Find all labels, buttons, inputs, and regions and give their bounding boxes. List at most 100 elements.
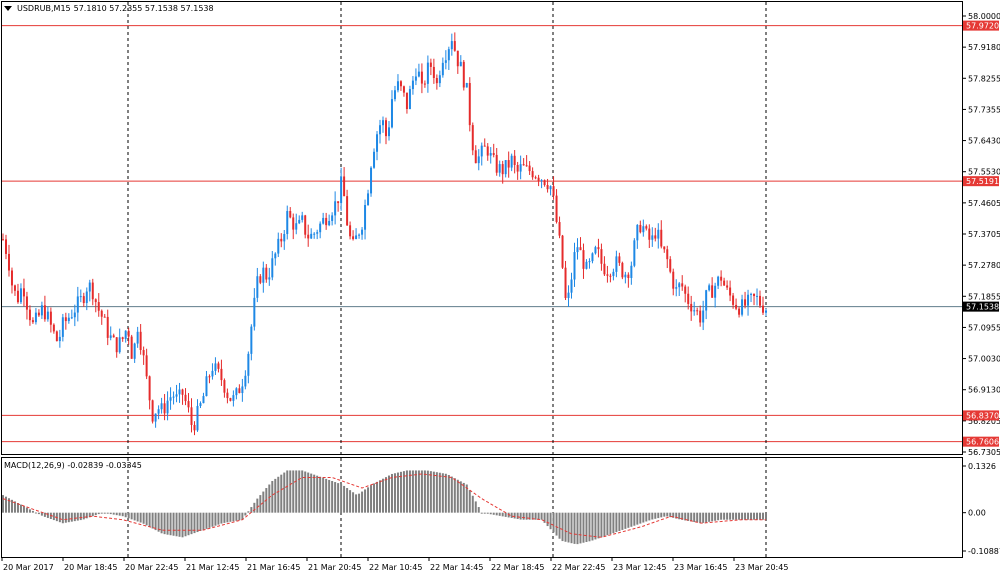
candle-body: [343, 176, 346, 197]
macd-bar: [4, 496, 7, 513]
level-price-label: 57.9720: [966, 22, 999, 31]
macd-bar: [468, 490, 471, 513]
macd-bar: [549, 512, 552, 530]
candle-body: [495, 154, 498, 173]
macd-bar: [489, 512, 492, 515]
candle-body: [573, 252, 576, 280]
price-tick-label: 57.1855: [968, 292, 1000, 301]
macd-bar: [687, 512, 690, 521]
macd-bar: [166, 512, 169, 535]
candle-body: [121, 337, 124, 339]
candle-body: [148, 376, 151, 401]
candle-body: [211, 370, 214, 377]
macd-bar: [31, 510, 34, 513]
candle-body: [717, 276, 720, 286]
macd-bar: [477, 507, 480, 513]
macd-bar: [531, 512, 534, 520]
macd-bar: [627, 512, 630, 528]
macd-bar: [624, 512, 627, 529]
candle-body: [555, 195, 558, 223]
candle-body: [34, 312, 37, 323]
macd-bar: [582, 512, 585, 543]
candle-body: [558, 222, 561, 236]
macd-bar: [205, 512, 208, 529]
macd-bar: [280, 474, 283, 513]
macd-bar: [163, 512, 166, 535]
candle-body: [618, 256, 621, 263]
macd-bar: [732, 512, 735, 520]
candle-body: [483, 145, 486, 147]
candle-body: [346, 196, 349, 226]
candle-body: [238, 388, 241, 394]
candle-body: [468, 82, 471, 126]
candle-body: [142, 350, 145, 356]
macd-bar: [124, 512, 127, 518]
candle-body: [417, 71, 420, 77]
candle-body: [453, 41, 456, 51]
candle-body: [298, 219, 301, 224]
macd-bar: [67, 512, 70, 523]
candle-body: [7, 253, 10, 271]
level-price-label: 56.8370: [966, 411, 999, 420]
macd-bar: [498, 512, 501, 516]
candle-body: [654, 235, 657, 239]
macd-bar: [340, 484, 343, 513]
macd-bar: [289, 470, 292, 513]
candle-body: [444, 60, 447, 63]
candle-body: [675, 287, 678, 289]
candle-body: [756, 295, 759, 297]
candle-body: [361, 229, 364, 235]
candle-body: [136, 331, 139, 344]
candle-body: [522, 164, 525, 166]
chart-title[interactable]: USDRUB,M15 57.1810 57.2355 57.1538 57.15…: [4, 4, 214, 13]
macd-bar: [310, 473, 313, 513]
macd-bar: [376, 481, 379, 513]
macd-bar: [79, 512, 82, 521]
candle-body: [420, 71, 423, 84]
macd-bar: [753, 512, 756, 520]
macd-bar: [286, 470, 289, 513]
candle-body: [277, 238, 280, 254]
candle-body: [429, 62, 432, 67]
macd-bar: [82, 512, 85, 520]
macd-bar: [438, 472, 441, 513]
macd-bar: [585, 512, 588, 543]
macd-bar: [34, 512, 37, 514]
macd-bar: [226, 512, 229, 523]
candle-body: [531, 171, 534, 178]
candle-body: [588, 261, 591, 263]
macd-bar: [52, 512, 55, 521]
macd-bar: [7, 498, 10, 513]
candle-body: [759, 295, 762, 306]
macd-bar: [417, 470, 420, 513]
candle-body: [94, 299, 97, 303]
candle-body: [570, 279, 573, 293]
candle-body: [729, 287, 732, 296]
level-lines[interactable]: 57.9720 57.5191 56.8370 56.7606 57.1538: [2, 20, 999, 447]
macd-bar: [334, 482, 337, 513]
candle-body: [741, 299, 744, 315]
candle-body: [672, 271, 675, 289]
macd-bar: [361, 491, 364, 513]
candle-body: [726, 285, 729, 288]
candle-body: [199, 403, 202, 406]
macd-bar: [100, 512, 103, 514]
candle-body: [220, 368, 223, 381]
macd-bar: [331, 480, 334, 513]
level-price-tag: [963, 20, 999, 31]
candle-body: [190, 407, 193, 425]
macd-bar: [465, 484, 468, 513]
candle-body: [603, 263, 606, 275]
macd-bar: [510, 512, 513, 518]
candle-body: [49, 311, 52, 325]
candle-body: [561, 235, 564, 268]
dropdown-arrow-icon[interactable]: [4, 6, 12, 11]
candle-body: [699, 310, 702, 323]
macd-bar: [750, 512, 753, 520]
macd-bar: [666, 512, 669, 517]
macd-axis: 0.1326 0.00 -0.10887: [962, 462, 1000, 556]
candle-body: [13, 285, 16, 291]
candle-body: [411, 80, 414, 90]
